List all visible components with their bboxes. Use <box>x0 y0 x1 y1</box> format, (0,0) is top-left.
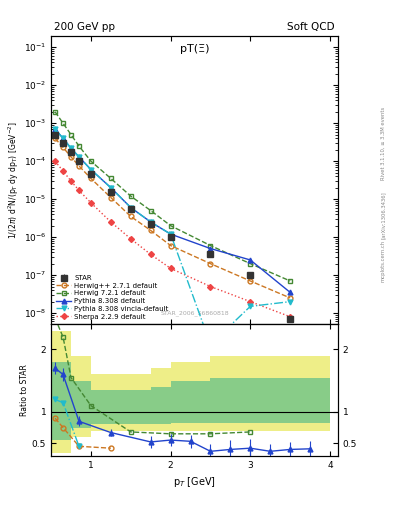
Herwig 7.2.1 default <box>208 243 213 249</box>
Herwig++ 2.7.1 default <box>88 176 93 182</box>
Text: mcplots.cern.ch: mcplots.cern.ch <box>381 240 386 282</box>
Herwig 7.2.1 default <box>69 132 73 138</box>
Bar <box>71 356 91 437</box>
Line: Pythia 8.308 vincia-default: Pythia 8.308 vincia-default <box>53 126 293 347</box>
Herwig++ 2.7.1 default <box>248 278 253 284</box>
Bar <box>211 356 250 431</box>
Pythia 8.308 vincia-default <box>61 135 65 141</box>
Sherpa 2.2.9 default <box>88 200 93 206</box>
Herwig++ 2.7.1 default <box>208 261 213 267</box>
Pythia 8.308 default <box>69 145 73 151</box>
Pythia 8.308 vincia-default <box>288 298 292 305</box>
Herwig 7.2.1 default <box>148 207 153 214</box>
Bar <box>91 390 111 424</box>
Herwig++ 2.7.1 default <box>108 195 113 201</box>
Bar <box>131 374 151 431</box>
Bar <box>171 381 211 423</box>
Pythia 8.308 default <box>108 185 113 191</box>
Pythia 8.308 vincia-default <box>69 145 73 151</box>
Text: STAR_2006_S6860818: STAR_2006_S6860818 <box>160 310 229 316</box>
Herwig 7.2.1 default <box>168 223 173 229</box>
Bar <box>111 390 131 424</box>
Herwig 7.2.1 default <box>53 109 57 115</box>
Line: Pythia 8.308 default: Pythia 8.308 default <box>53 126 293 295</box>
Sherpa 2.2.9 default <box>53 158 57 164</box>
Pythia 8.308 vincia-default <box>53 126 57 132</box>
Pythia 8.308 vincia-default <box>88 166 93 173</box>
Bar <box>290 356 330 431</box>
Bar <box>250 356 290 431</box>
X-axis label: p$_T$ [GeV]: p$_T$ [GeV] <box>173 475 216 489</box>
Herwig 7.2.1 default <box>129 193 133 199</box>
Bar <box>171 362 211 431</box>
Herwig 7.2.1 default <box>77 143 81 149</box>
Bar <box>111 374 131 431</box>
Text: 200 GeV pp: 200 GeV pp <box>54 22 115 32</box>
Herwig++ 2.7.1 default <box>168 243 173 249</box>
Pythia 8.308 default <box>129 204 133 210</box>
Pythia 8.308 default <box>168 231 173 237</box>
Pythia 8.308 default <box>88 166 93 173</box>
Legend: STAR, Herwig++ 2.7.1 default, Herwig 7.2.1 default, Pythia 8.308 default, Pythia: STAR, Herwig++ 2.7.1 default, Herwig 7.2… <box>55 273 170 321</box>
Pythia 8.308 vincia-default <box>148 219 153 225</box>
Pythia 8.308 vincia-default <box>168 231 173 237</box>
Y-axis label: 1/(2$\pi$) d$^2$N/(p$_T$ dy dp$_T$) [GeV$^{-2}$]: 1/(2$\pi$) d$^2$N/(p$_T$ dy dp$_T$) [GeV… <box>7 121 21 239</box>
Line: Herwig 7.2.1 default: Herwig 7.2.1 default <box>53 110 293 284</box>
Bar <box>71 381 91 428</box>
Herwig 7.2.1 default <box>61 120 65 126</box>
Herwig++ 2.7.1 default <box>148 227 153 233</box>
Sherpa 2.2.9 default <box>288 314 292 320</box>
Sherpa 2.2.9 default <box>77 187 81 194</box>
Herwig++ 2.7.1 default <box>129 214 133 220</box>
Pythia 8.308 vincia-default <box>108 185 113 191</box>
Pythia 8.308 vincia-default <box>208 342 213 348</box>
Pythia 8.308 default <box>53 126 57 132</box>
Sherpa 2.2.9 default <box>168 265 173 271</box>
Bar <box>51 362 61 440</box>
Sherpa 2.2.9 default <box>148 251 153 258</box>
Herwig 7.2.1 default <box>288 278 292 284</box>
Sherpa 2.2.9 default <box>129 236 133 242</box>
Pythia 8.308 default <box>61 135 65 141</box>
Pythia 8.308 vincia-default <box>77 154 81 160</box>
Sherpa 2.2.9 default <box>108 219 113 225</box>
Herwig++ 2.7.1 default <box>288 295 292 301</box>
Pythia 8.308 vincia-default <box>129 204 133 210</box>
Pythia 8.308 default <box>248 257 253 263</box>
Bar <box>211 377 250 423</box>
Text: pT(Ξ): pT(Ξ) <box>180 45 209 54</box>
Herwig 7.2.1 default <box>88 158 93 164</box>
Line: Herwig++ 2.7.1 default: Herwig++ 2.7.1 default <box>53 136 293 301</box>
Pythia 8.308 default <box>77 154 81 160</box>
Herwig 7.2.1 default <box>108 176 113 182</box>
Bar <box>61 331 71 453</box>
Bar <box>151 387 171 424</box>
Sherpa 2.2.9 default <box>248 298 253 305</box>
Pythia 8.308 default <box>148 219 153 225</box>
Bar <box>290 377 330 423</box>
Sherpa 2.2.9 default <box>61 168 65 174</box>
Pythia 8.308 vincia-default <box>248 303 253 309</box>
Bar <box>151 368 171 431</box>
Herwig++ 2.7.1 default <box>69 154 73 160</box>
Pythia 8.308 default <box>288 289 292 295</box>
Pythia 8.308 default <box>208 245 213 251</box>
Herwig++ 2.7.1 default <box>61 144 65 151</box>
Line: Sherpa 2.2.9 default: Sherpa 2.2.9 default <box>53 159 292 319</box>
Sherpa 2.2.9 default <box>208 284 213 290</box>
Y-axis label: Ratio to STAR: Ratio to STAR <box>20 364 29 416</box>
Text: Soft QCD: Soft QCD <box>288 22 335 32</box>
Herwig 7.2.1 default <box>248 261 253 267</box>
Bar <box>250 377 290 423</box>
Bar <box>61 362 71 440</box>
Herwig++ 2.7.1 default <box>77 163 81 169</box>
Sherpa 2.2.9 default <box>69 178 73 184</box>
Bar <box>51 331 61 453</box>
Herwig++ 2.7.1 default <box>53 135 57 141</box>
Text: [arXiv:1306.3436]: [arXiv:1306.3436] <box>381 191 386 239</box>
Text: Rivet 3.1.10, ≥ 3.3M events: Rivet 3.1.10, ≥ 3.3M events <box>381 106 386 180</box>
Bar <box>91 374 111 431</box>
Bar <box>131 390 151 424</box>
